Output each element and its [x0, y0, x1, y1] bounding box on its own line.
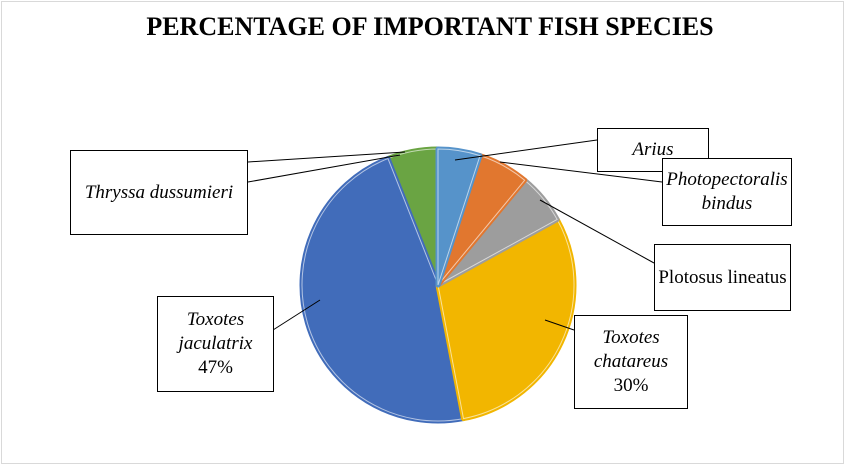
chart-title: PERCENTAGE OF IMPORTANT FISH SPECIES: [146, 12, 714, 41]
data-label: Thryssa dussumieri: [70, 150, 248, 235]
category-label: Thryssa dussumieri: [84, 181, 234, 203]
value-label: 47%: [198, 357, 233, 378]
leader-line: [247, 151, 406, 163]
leader-line: [454, 139, 598, 161]
data-label: Toxotes jaculatrix 47%: [157, 296, 274, 392]
leader-line: [272, 299, 321, 331]
category-label: Toxotes jaculatrix: [178, 309, 253, 354]
chart-frame: [1, 1, 844, 464]
leader-line: [539, 199, 655, 264]
data-label: Plotosus lineatus: [654, 244, 791, 311]
category-label: Plotosus lineatus: [658, 266, 787, 288]
data-label: Toxotes chatareus 30%: [574, 315, 688, 409]
leader-line: [499, 161, 663, 183]
value-label: 30%: [613, 375, 649, 396]
category-label: Arius: [632, 139, 674, 160]
category-label: Toxotes chatareus: [593, 327, 669, 372]
leader-line: [544, 319, 575, 331]
slice-edge: [437, 218, 575, 420]
category-label: Photopectoralis bindus: [666, 169, 788, 214]
leader-lines: [247, 139, 663, 331]
slice-edge: [437, 148, 481, 286]
data-label: Photopectoralis bindus: [662, 158, 792, 226]
slice-edge: [301, 157, 465, 422]
leader-line: [247, 154, 401, 183]
